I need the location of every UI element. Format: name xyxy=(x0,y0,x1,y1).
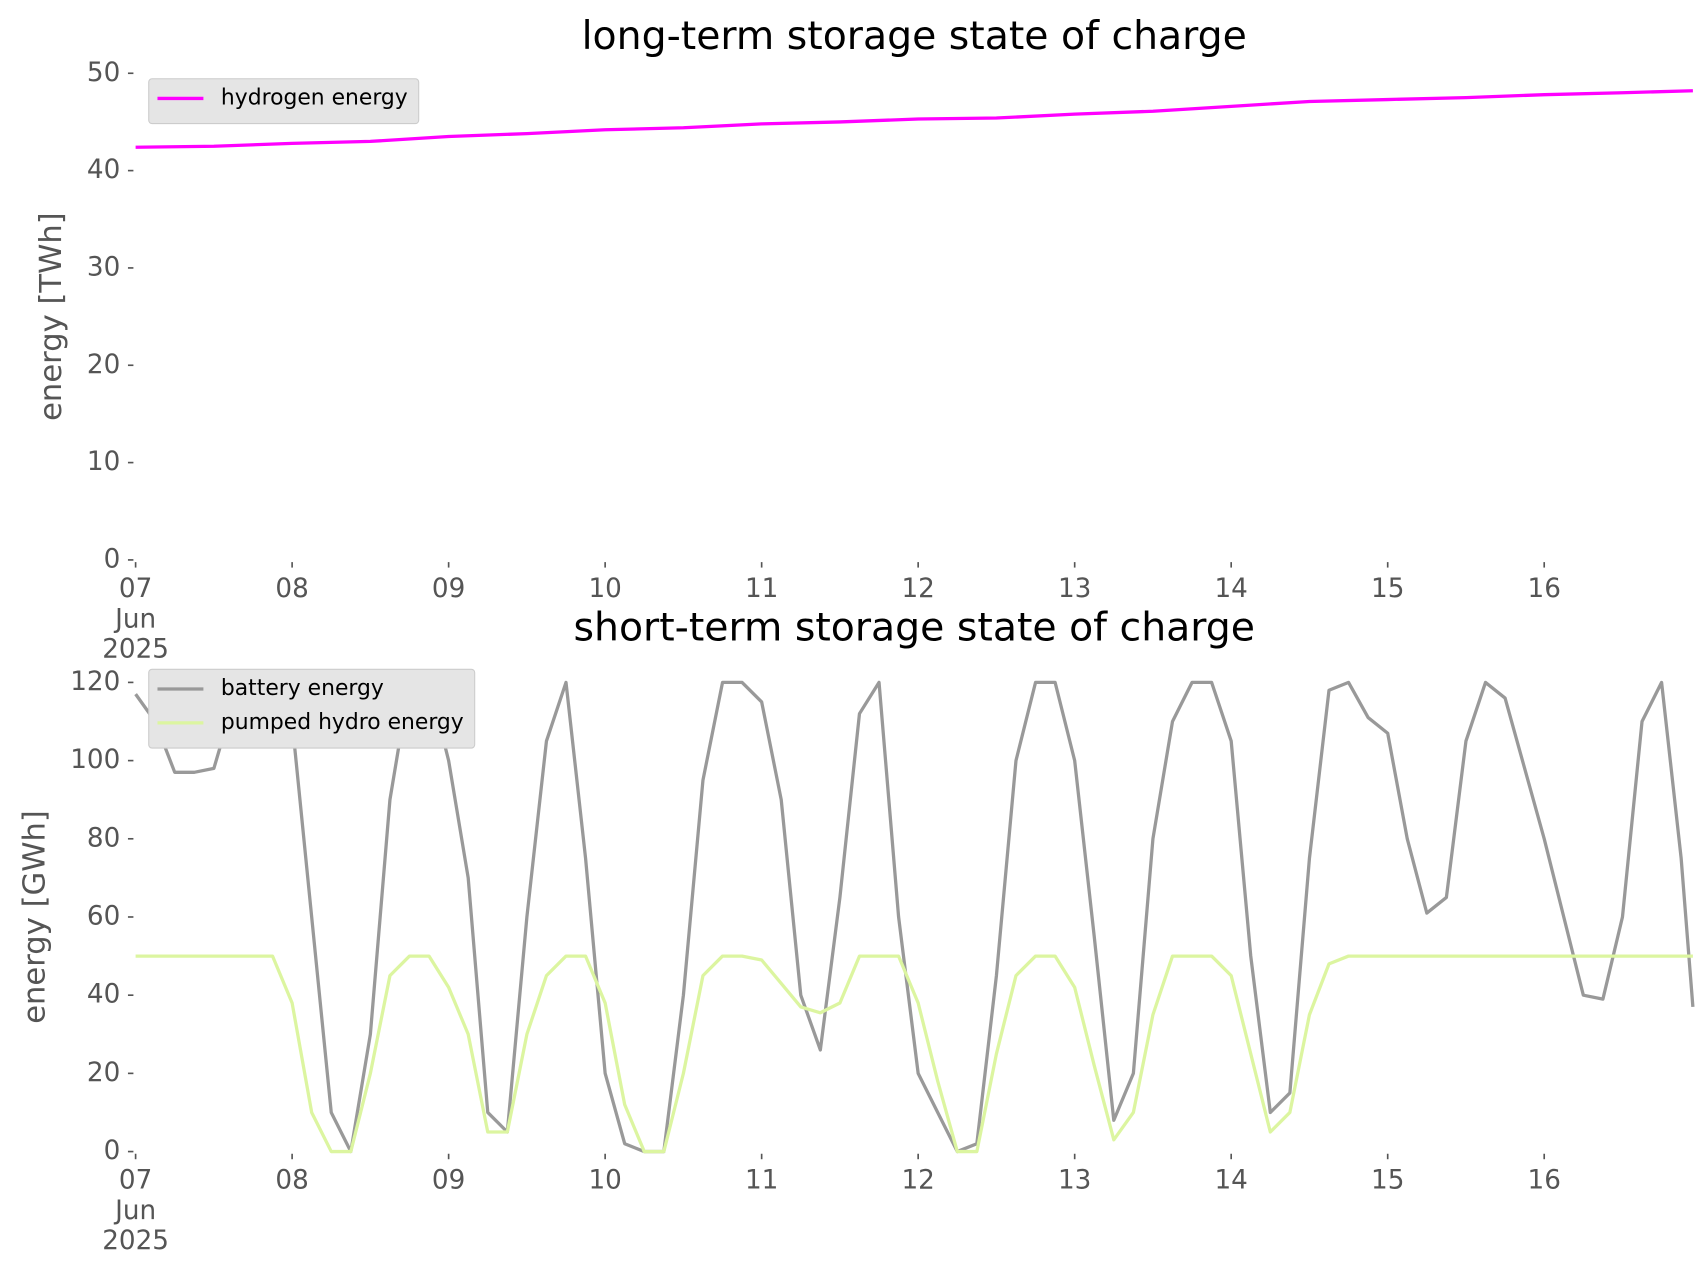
y-tick-label: 20 xyxy=(87,1058,120,1088)
y-tick-label: 40 xyxy=(87,980,120,1010)
x-tick-label: 09 xyxy=(432,1166,465,1196)
series-line xyxy=(135,89,1693,149)
y-tick-label: 0 xyxy=(104,1136,121,1166)
x-tick-label: 16 xyxy=(1528,574,1561,604)
x-tick-label: 12 xyxy=(901,1166,934,1196)
y-tick-label: 50 xyxy=(87,58,120,88)
x-tick-label: 16 xyxy=(1528,1166,1561,1196)
x-tick-label: 11 xyxy=(745,1166,778,1196)
y-tick-label: 60 xyxy=(87,901,120,931)
x-tick-label: 09 xyxy=(432,574,465,604)
chart-title: long-term storage state of charge xyxy=(582,13,1247,59)
y-tick-label: 10 xyxy=(87,447,120,477)
legend-label: hydrogen energy xyxy=(221,85,408,110)
y-axis-label: energy [TWh] xyxy=(34,212,69,421)
x-tick-label: 07 Jun 2025 xyxy=(102,1166,169,1256)
x-tick-label: 15 xyxy=(1371,574,1404,604)
legend-label: battery energy xyxy=(221,676,384,701)
x-tick-label: 13 xyxy=(1058,574,1091,604)
y-tick-label: 20 xyxy=(87,350,120,380)
x-tick-label: 14 xyxy=(1214,1166,1247,1196)
y-axis-label: energy [GWh] xyxy=(18,810,53,1024)
series-line xyxy=(134,680,1695,1154)
x-tick-label: 08 xyxy=(275,574,308,604)
x-tick-label: 10 xyxy=(588,574,621,604)
series-line xyxy=(135,954,1693,1154)
y-tick-label: 120 xyxy=(70,667,120,697)
plot-area: long-term storage state of charge energy … xyxy=(18,13,1695,1256)
y-tick-label: 0 xyxy=(104,544,121,574)
legend-box xyxy=(148,78,420,125)
x-tick-label: 12 xyxy=(901,574,934,604)
y-tick-label: 40 xyxy=(87,155,120,185)
y-tick-label: 100 xyxy=(70,745,120,775)
x-tick-label: 15 xyxy=(1371,1166,1404,1196)
chart-title: short-term storage state of charge xyxy=(574,604,1255,650)
x-tick-label: 07 Jun 2025 xyxy=(102,574,169,664)
legend-box xyxy=(148,668,476,749)
y-tick-label: 80 xyxy=(87,823,120,853)
legend-label: pumped hydro energy xyxy=(221,710,464,735)
x-tick-label: 11 xyxy=(745,574,778,604)
x-tick-label: 13 xyxy=(1058,1166,1091,1196)
x-tick-label: 10 xyxy=(588,1166,621,1196)
x-tick-label: 08 xyxy=(275,1166,308,1196)
y-tick-label: 30 xyxy=(87,252,120,282)
x-tick-label: 14 xyxy=(1214,574,1247,604)
